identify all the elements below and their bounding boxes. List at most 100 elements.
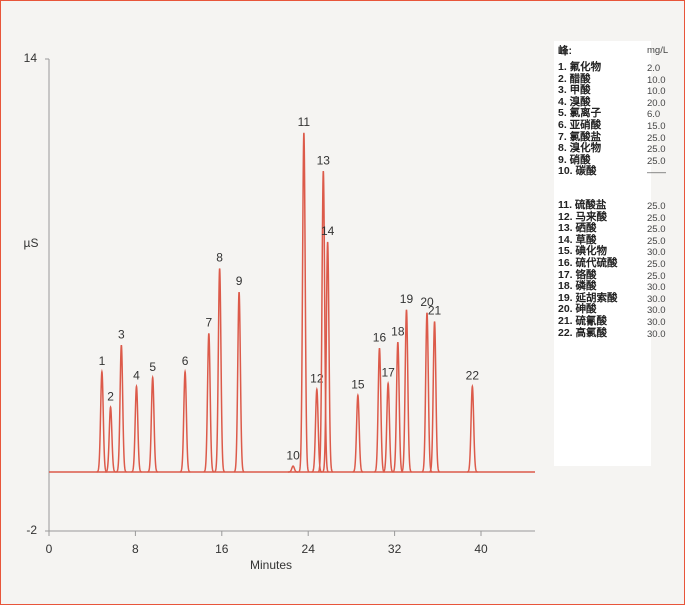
legend-conc: —— [647,167,666,179]
peak [429,321,440,473]
peak-label: 17 [381,366,395,380]
legend-conc: 2.0 [647,63,661,74]
legend-conc: 30.0 [647,293,666,305]
legend-item: 8. 溴化物 [558,142,602,155]
peak [147,374,158,473]
peak [203,333,215,473]
peak [352,392,364,473]
legend-conc: 10.0 [647,74,666,86]
peak [392,342,404,473]
y-tick-label: -2 [26,523,37,537]
peak-label: 4 [133,369,140,383]
legend-conc: 25.0 [647,259,666,270]
legend-conc: 30.0 [647,328,666,340]
legend-conc: 15.0 [647,121,666,132]
peak-label: 6 [182,354,189,368]
peak-label: 11 [298,115,311,129]
peak [233,291,245,473]
peak-label: 20 [420,295,434,309]
x-tick-label: 8 [132,542,139,556]
legend-item: 16. 硫代硫酸 [558,257,618,269]
peak-label: 7 [205,316,212,330]
peak [401,309,412,473]
legend-item: 9. 硝酸 [558,153,591,166]
legend-item: 22. 高氯酸 [558,326,608,339]
peak [382,380,394,473]
legend-conc: 25.0 [647,132,666,144]
peak [287,465,299,473]
peak [96,368,108,473]
legend-conc: 25.0 [647,235,666,247]
peak-label: 16 [373,330,387,344]
legend-conc: 30.0 [647,317,666,328]
legend-header: 峰: [558,45,572,57]
y-tick-label: 14 [24,51,38,65]
legend-item: 12. 马来酸 [558,210,608,223]
peak [421,312,433,473]
legend-conc: 25.0 [647,144,666,156]
peak [317,171,329,473]
peak-label: 5 [149,360,156,374]
legend-conc: 25.0 [647,155,666,167]
legend-item: 4. 溴酸 [558,95,591,108]
x-axis-label: Minutes [250,558,292,572]
y-axis-label: µS [24,236,39,250]
legend-item: 1. 氟化物 [558,61,602,73]
legend-conc: 25.0 [647,212,666,224]
legend-item: 10. 碳酸 [558,165,597,178]
legend-item: 19. 延胡索酸 [558,291,618,304]
x-tick-label: 24 [302,542,316,556]
legend-conc: 30.0 [647,282,666,294]
legend-conc: 30.0 [647,247,666,259]
peak [374,347,385,473]
x-tick-label: 32 [388,542,402,556]
peak-label: 8 [216,251,223,265]
legend-item: 21. 硫氰酸 [558,315,608,327]
peak-label: 12 [310,372,324,386]
legend-item: 6. 亚硝酸 [558,119,602,131]
legend-item: 5. 氯离子 [558,107,602,120]
peak [105,405,116,473]
legend-item: 11. 硫酸盐 [558,199,607,211]
peak [214,268,225,473]
peak [322,241,334,473]
peak-label: 13 [317,153,331,167]
x-tick-label: 0 [46,542,53,556]
peak [467,383,478,473]
peak-label: 1 [99,354,106,368]
peak-label: 10 [286,448,300,462]
legend-item: 14. 草酸 [558,233,597,246]
x-tick-label: 16 [215,542,229,556]
peak [179,368,191,473]
legend: 峰: mg/L 1. 氟化物 2.0 2. 醋酸 10.0 3. 甲酸 10.0 4. 溴酸 20… [554,41,668,466]
peak-label: 14 [321,224,335,238]
legend-conc: 25.0 [647,201,666,212]
peak [116,344,127,473]
legend-item: 15. 碘化物 [558,245,608,258]
legend-conc: 6.0 [647,109,661,121]
legend-conc: 30.0 [647,305,666,317]
peak [311,386,323,473]
peak-label: 2 [107,389,114,403]
legend-item: 13. 硒酸 [558,222,597,235]
legend-item: 17. 铬酸 [558,268,597,281]
peak-label: 21 [428,304,442,318]
legend-item: 20. 砷酸 [558,303,597,316]
legend-conc: 25.0 [647,270,666,282]
peak-label: 19 [400,292,414,306]
legend-conc: 10.0 [647,86,666,98]
legend-conc: 25.0 [647,224,666,236]
peak [131,383,142,473]
peak [298,132,310,473]
x-tick-label: 40 [474,542,488,556]
legend-unit: mg/L [647,45,669,56]
peak-label: 3 [118,327,125,341]
legend-item: 2. 醋酸 [558,72,591,85]
legend-item: 3. 甲酸 [558,84,591,97]
legend-item: 18. 磷酸 [558,280,597,293]
peak-label: 9 [236,274,243,288]
peak-label: 15 [351,377,365,391]
legend-item: 7. 氯酸盐 [558,130,602,143]
